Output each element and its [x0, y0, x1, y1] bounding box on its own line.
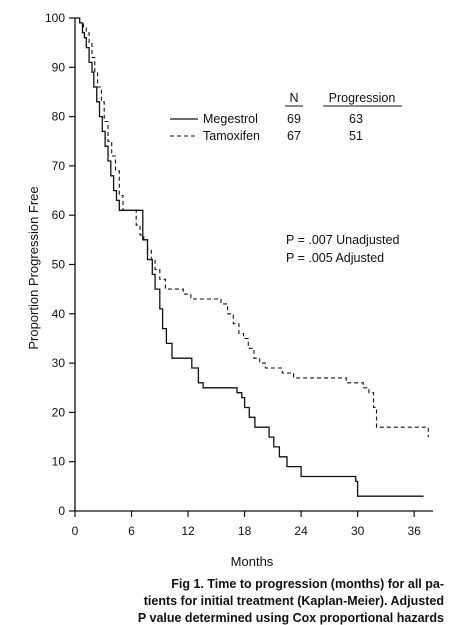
y-axis-ticks: 0 10 20 30 40 50 60 70 80 90 100 [45, 11, 75, 518]
y-tick-label: 30 [52, 356, 66, 370]
series-line-tamoxifen [75, 17, 429, 438]
y-tick-label: 100 [45, 11, 65, 25]
y-axis-label: Proportion Progression Free [26, 186, 41, 349]
x-tick-label: 12 [181, 524, 195, 538]
legend-progression-megestrol: 63 [349, 112, 363, 126]
x-axis-label: Months [231, 554, 274, 569]
legend: N Progression Megestrol 69 63 Tamoxifen … [170, 91, 402, 143]
y-tick-label: 70 [52, 159, 66, 173]
legend-n-tamoxifen: 67 [287, 129, 301, 143]
x-tick-label: 6 [128, 524, 135, 538]
y-tick-label: 60 [52, 208, 66, 222]
p-value-unadjusted: P = .007 Unadjusted [286, 233, 399, 247]
series-line-megestrol [75, 17, 424, 497]
x-tick-label: 24 [294, 524, 308, 538]
figure-caption-line-1: Fig 1. Time to progression (months) for … [171, 577, 444, 591]
p-value-adjusted: P = .005 Adjusted [286, 251, 384, 265]
figure-caption-line-3: P value determined using Cox proportiona… [138, 611, 444, 625]
y-tick-label: 90 [52, 60, 66, 74]
x-tick-label: 30 [351, 524, 365, 538]
legend-n-megestrol: 69 [287, 112, 301, 126]
y-tick-label: 50 [52, 258, 66, 272]
legend-label-megestrol: Megestrol [203, 112, 258, 126]
y-tick-label: 40 [52, 307, 66, 321]
figure-caption-line-2: tients for initial treatment (Kaplan-Mei… [144, 594, 444, 608]
y-tick-label: 0 [58, 504, 65, 518]
y-tick-label: 10 [52, 455, 66, 469]
legend-label-tamoxifen: Tamoxifen [203, 129, 260, 143]
x-tick-label: 18 [238, 524, 252, 538]
y-tick-label: 20 [52, 405, 66, 419]
legend-header-n: N [289, 91, 298, 105]
y-tick-label: 80 [52, 110, 66, 124]
x-axis-ticks: 0 6 12 18 24 30 36 [72, 511, 421, 538]
legend-progression-tamoxifen: 51 [349, 129, 363, 143]
x-tick-label: 36 [407, 524, 421, 538]
x-tick-label: 0 [72, 524, 79, 538]
legend-header-progression: Progression [329, 91, 396, 105]
series-layer [75, 17, 429, 497]
